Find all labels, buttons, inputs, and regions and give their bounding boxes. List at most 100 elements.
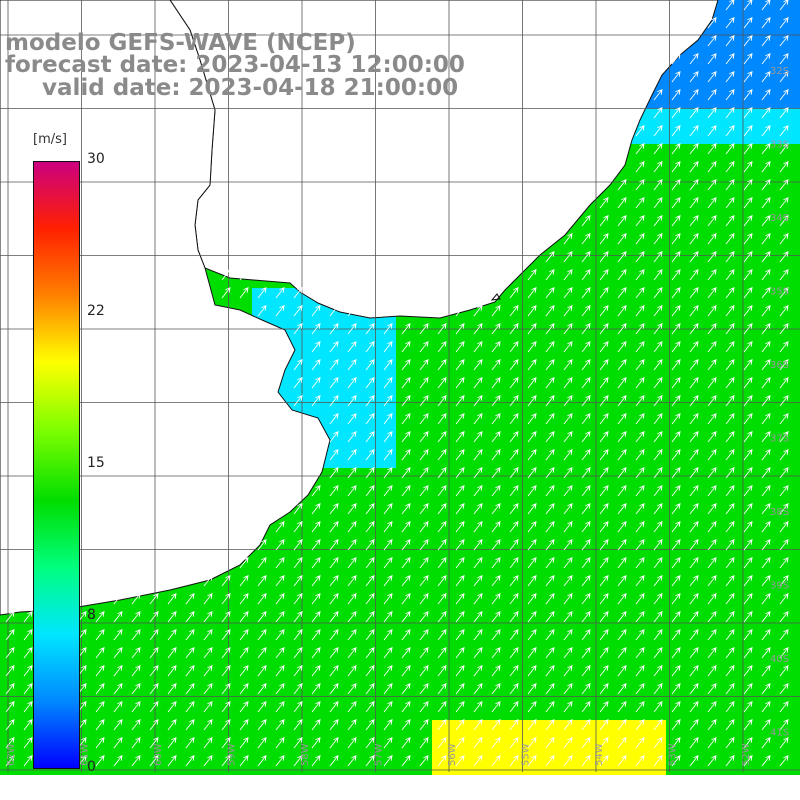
wind-arrow <box>275 521 285 533</box>
wind-arrow <box>671 467 681 479</box>
field-cell <box>432 450 451 469</box>
field-cell <box>522 432 541 451</box>
wind-arrow <box>689 341 699 353</box>
wind-arrow <box>509 593 519 605</box>
field-cell <box>792 18 800 37</box>
wind-arrow <box>383 449 393 461</box>
wind-arrow <box>257 701 267 713</box>
wind-arrow <box>617 701 627 713</box>
wind-arrow <box>473 647 483 659</box>
field-cell <box>486 630 505 649</box>
field-cell <box>666 324 685 343</box>
field-cell <box>774 54 793 73</box>
field-cell <box>486 684 505 703</box>
field-cell <box>576 738 595 757</box>
wind-arrow <box>707 71 717 83</box>
wind-arrow <box>707 755 717 767</box>
field-cell <box>576 504 595 523</box>
field-cell <box>720 522 739 541</box>
field-cell <box>90 666 109 685</box>
field-cell <box>684 216 703 235</box>
wind-arrow <box>401 647 411 659</box>
wind-arrow <box>743 17 753 29</box>
field-cell <box>450 432 469 451</box>
wind-arrow <box>563 431 573 443</box>
wind-arrow <box>5 611 15 623</box>
wind-arrow <box>293 647 303 659</box>
wind-arrow <box>419 611 429 623</box>
field-cell <box>738 666 757 685</box>
wind-arrow <box>491 611 501 623</box>
field-cell <box>522 702 541 721</box>
wind-arrow <box>779 521 789 533</box>
wind-arrow <box>419 539 429 551</box>
wind-arrow <box>293 503 303 515</box>
field-cell <box>342 486 361 505</box>
field-cell <box>612 594 631 613</box>
field-cell <box>558 378 577 397</box>
field-cell <box>666 612 685 631</box>
field-cell <box>414 324 433 343</box>
wind-arrow <box>545 755 555 767</box>
wind-arrow <box>419 503 429 515</box>
wind-arrow <box>779 251 789 263</box>
wind-arrow <box>347 485 357 497</box>
wind-arrow <box>491 467 501 479</box>
wind-arrow <box>113 683 123 695</box>
wind-arrow <box>743 251 753 263</box>
field-cell <box>630 720 649 739</box>
wind-arrow <box>707 719 717 731</box>
wind-arrow <box>689 377 699 389</box>
field-cell <box>252 630 271 649</box>
wind-arrow <box>653 665 663 677</box>
wind-arrow <box>617 719 627 731</box>
wind-arrow <box>347 449 357 461</box>
wind-arrow <box>653 449 663 461</box>
field-cell <box>792 756 800 775</box>
field-cell <box>198 684 217 703</box>
wind-arrow <box>365 521 375 533</box>
field-cell <box>504 450 523 469</box>
wind-arrow <box>473 611 483 623</box>
field-cell <box>774 288 793 307</box>
field-cell <box>90 630 109 649</box>
field-cell <box>486 738 505 757</box>
field-cell <box>630 234 649 253</box>
field-cell <box>126 594 145 613</box>
field-cell <box>144 720 163 739</box>
field-cell <box>792 90 800 109</box>
wind-arrow <box>689 557 699 569</box>
field-cell <box>576 450 595 469</box>
lon-label: 62W <box>6 743 17 766</box>
field-cell <box>738 702 757 721</box>
field-cell <box>522 360 541 379</box>
field-cell <box>126 702 145 721</box>
wind-arrow <box>221 629 231 641</box>
wind-arrow <box>149 701 159 713</box>
wind-arrow <box>383 593 393 605</box>
wind-arrow <box>743 629 753 641</box>
wind-arrow <box>311 377 321 389</box>
field-cell <box>648 108 667 127</box>
wind-arrow <box>599 305 609 317</box>
field-cell <box>396 720 415 739</box>
wind-arrow <box>671 719 681 731</box>
wind-arrow <box>635 485 645 497</box>
field-cell <box>306 342 325 361</box>
field-cell <box>324 342 343 361</box>
wind-arrow <box>509 701 519 713</box>
field-cell <box>792 162 800 181</box>
wind-arrow <box>221 611 231 623</box>
field-cell <box>288 522 307 541</box>
field-cell <box>720 54 739 73</box>
wind-arrow <box>419 593 429 605</box>
wind-arrow <box>203 737 213 749</box>
wind-arrow <box>707 359 717 371</box>
wind-arrow <box>437 395 447 407</box>
field-cell <box>738 432 757 451</box>
wind-arrow <box>545 683 555 695</box>
wind-arrow <box>635 269 645 281</box>
wind-arrow <box>671 611 681 623</box>
wind-arrow <box>563 665 573 677</box>
field-cell <box>522 630 541 649</box>
